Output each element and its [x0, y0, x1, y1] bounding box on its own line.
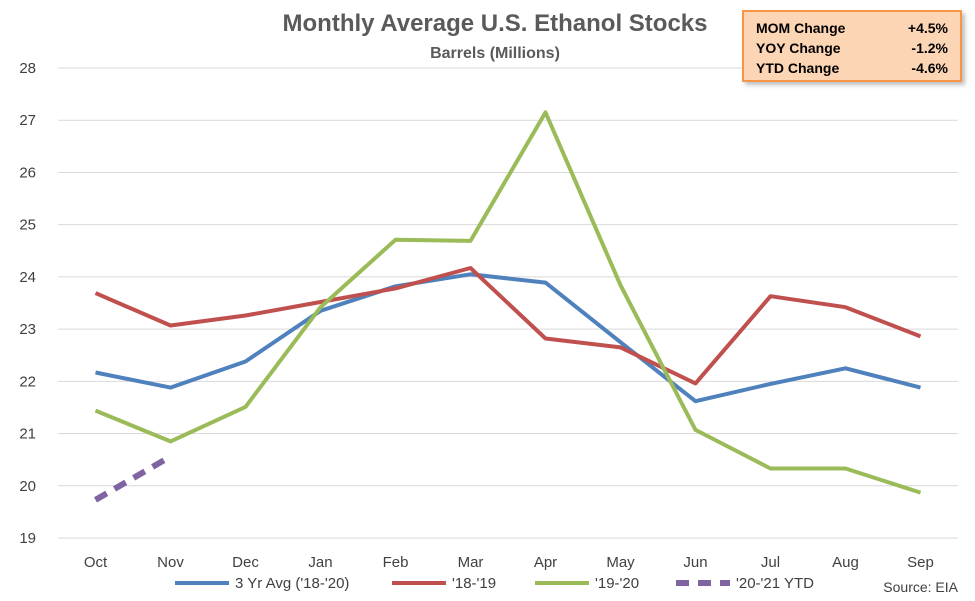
y-tick-label: 19 — [19, 530, 36, 547]
x-tick-label: Jul — [761, 554, 780, 571]
x-tick-label: May — [606, 554, 635, 571]
source-note: Source: EIA — [883, 579, 958, 595]
y-tick-label: 25 — [19, 217, 36, 234]
x-tick-label: Jan — [308, 554, 332, 571]
stat-label: YTD Change — [756, 60, 840, 76]
series-line-2 — [94, 110, 922, 495]
x-tick-label: Sep — [907, 554, 934, 571]
y-axis-ticks: 19 20 21 22 23 24 25 26 27 28 — [19, 60, 36, 547]
y-tick-label: 21 — [19, 426, 36, 443]
legend-label: '18-'19 — [452, 575, 496, 592]
series-line-3 — [93, 453, 173, 503]
legend: 3 Yr Avg ('18-'20) '18-'19 '19-'20 '20-'21 … — [175, 575, 814, 592]
x-axis-ticks: Oct Nov Dec Jan Feb Mar Apr May Jun Jul Aug Sep — [84, 554, 934, 571]
y-tick-label: 27 — [19, 112, 36, 129]
series-line-1 — [94, 266, 922, 386]
x-tick-label: Dec — [232, 554, 259, 571]
change-summary-box: MOM Change +4.5% YOY Change -1.2% YTD Ch… — [742, 10, 962, 82]
x-tick-label: Nov — [157, 554, 184, 571]
chart-title: Monthly Average U.S. Ethanol Stocks — [283, 10, 708, 37]
x-tick-label: Mar — [458, 554, 484, 571]
chart-subtitle: Barrels (Millions) — [430, 45, 560, 62]
x-tick-label: Jun — [683, 554, 707, 571]
y-tick-label: 23 — [19, 321, 36, 338]
series-line-0 — [95, 272, 921, 404]
y-tick-label: 26 — [19, 164, 36, 181]
x-tick-label: Apr — [534, 554, 557, 571]
stat-value: -1.2% — [911, 40, 948, 56]
stat-row-mom: MOM Change +4.5% — [756, 18, 948, 38]
x-tick-label: Feb — [383, 554, 409, 571]
x-tick-label: Oct — [84, 554, 108, 571]
legend-label: '20-'21 YTD — [736, 575, 814, 592]
y-tick-label: 20 — [19, 478, 36, 495]
stat-label: YOY Change — [756, 40, 841, 56]
series-lines — [93, 110, 922, 503]
legend-label: '19-'20 — [595, 575, 639, 592]
legend-label: 3 Yr Avg ('18-'20) — [235, 575, 349, 592]
stat-value: +4.5% — [907, 20, 948, 36]
stat-row-yoy: YOY Change -1.2% — [756, 38, 948, 58]
stat-label: MOM Change — [756, 20, 846, 36]
y-tick-label: 22 — [19, 373, 36, 390]
x-tick-label: Aug — [832, 554, 859, 571]
stat-row-ytd: YTD Change -4.6% — [756, 58, 948, 78]
y-tick-label: 24 — [19, 269, 36, 286]
y-tick-label: 28 — [19, 60, 36, 77]
stat-value: -4.6% — [911, 60, 948, 76]
